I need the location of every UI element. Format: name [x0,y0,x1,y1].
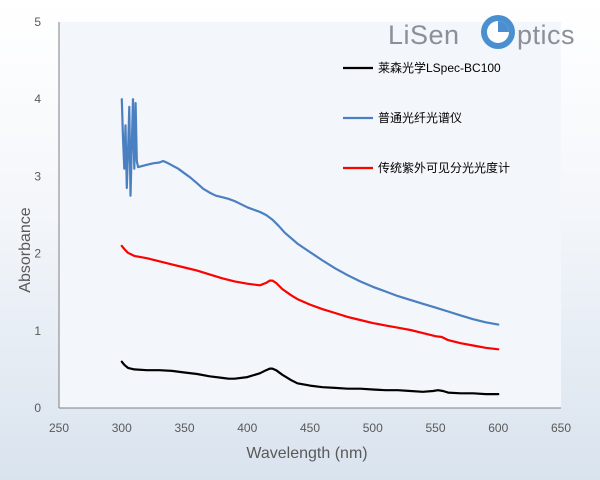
x-tick-label: 550 [425,421,445,435]
y-tick-labels: 0 1 2 3 4 5 [34,15,41,415]
x-tick-label: 300 [112,421,132,435]
lisen-optics-logo: LiSen ptics [388,15,575,50]
y-tick-label: 5 [34,15,41,29]
series-line-2 [120,98,500,326]
legend-label-1: 莱森光学LSpec-BC100 [378,60,501,75]
x-tick-label: 500 [363,421,383,435]
series-line-1 [120,360,500,396]
x-tick-label: 650 [551,421,571,435]
logo-text-left: LiSen [388,20,460,50]
series-line-3 [120,244,500,351]
x-axis-title: Wavelength (nm) [246,445,367,462]
x-tick-label: 600 [488,421,508,435]
series-layer [120,98,500,396]
legend-label-2: 普通光纤光谱仪 [378,111,462,125]
y-tick-label: 2 [34,247,41,261]
y-tick-label: 0 [34,401,41,415]
logo-o-icon [481,15,515,49]
plot-area [59,22,561,408]
logo-text-right: ptics [517,20,575,50]
x-tick-labels: 250 300 350 400 450 500 550 600 650 [49,421,571,435]
x-tick-label: 250 [49,421,69,435]
x-tick-label: 350 [174,421,194,435]
legend-label-3: 传统紫外可见分光光度计 [378,160,510,175]
y-tick-label: 3 [34,169,41,183]
x-tick-label: 400 [237,421,257,435]
x-tick-label: 450 [300,421,320,435]
y-axis-title: Absorbance [17,207,34,292]
y-tick-label: 1 [34,324,41,338]
y-tick-label: 4 [34,92,41,106]
